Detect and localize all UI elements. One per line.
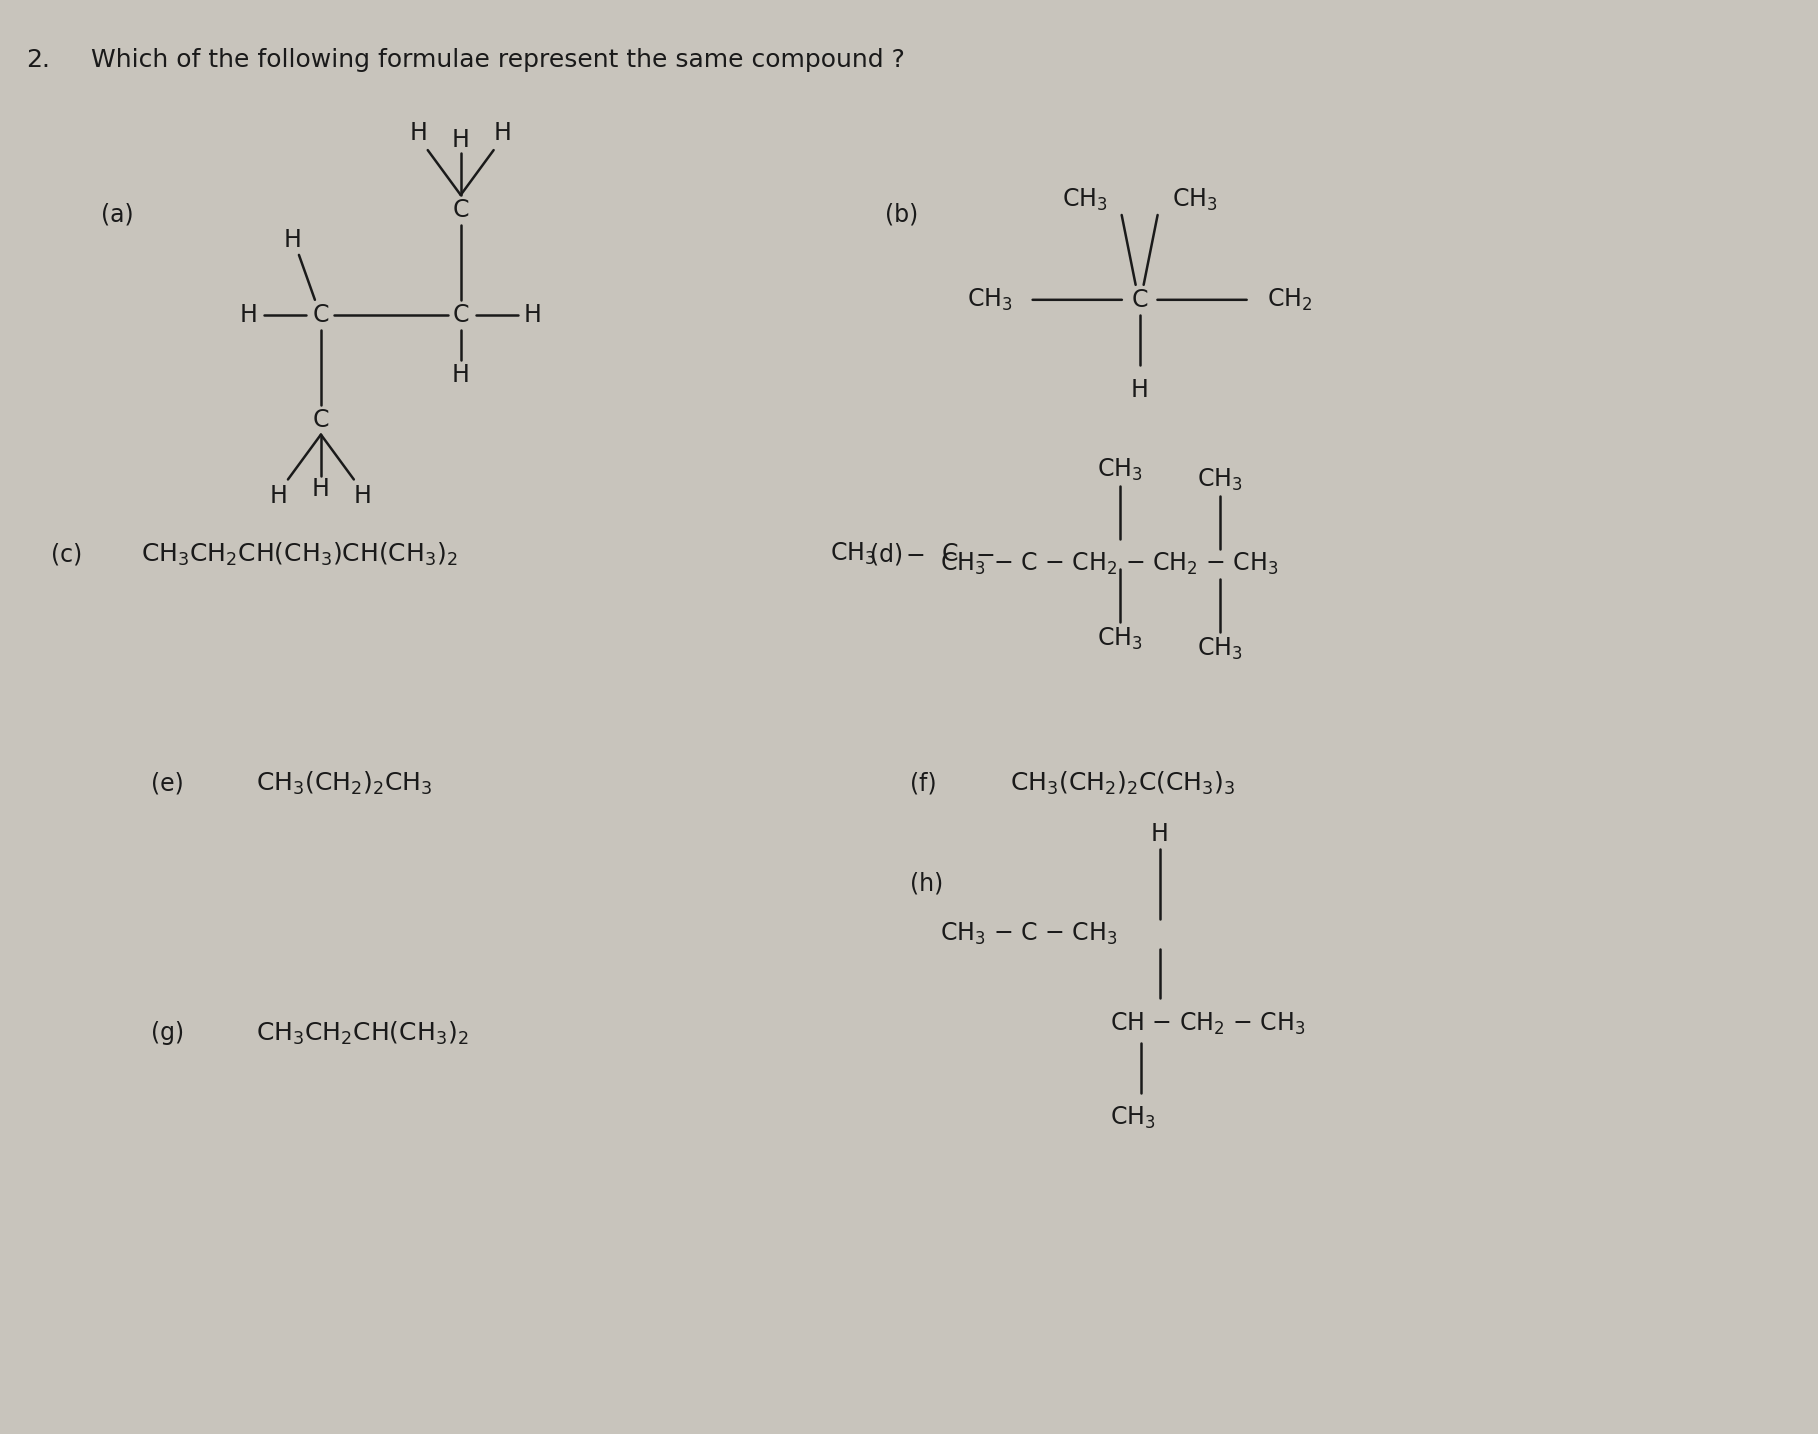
Text: Which of the following formulae represent the same compound ?: Which of the following formulae represen… xyxy=(91,49,905,72)
Text: CH$_3$ $-$ C $-$ CH$_3$: CH$_3$ $-$ C $-$ CH$_3$ xyxy=(940,921,1118,946)
Text: (f): (f) xyxy=(911,771,936,796)
Text: CH$_3$: CH$_3$ xyxy=(1196,466,1242,492)
Text: CH$_3$CH$_2$CH(CH$_3$)CH(CH$_3$)$_2$: CH$_3$CH$_2$CH(CH$_3$)CH(CH$_3$)$_2$ xyxy=(142,541,458,568)
Text: H: H xyxy=(451,363,469,387)
Text: $-$: $-$ xyxy=(905,542,925,566)
Text: (d): (d) xyxy=(871,542,904,566)
Text: CH$_3$: CH$_3$ xyxy=(1196,637,1242,663)
Text: CH$_3$: CH$_3$ xyxy=(1062,186,1107,214)
Text: C: C xyxy=(453,303,469,327)
Text: (h): (h) xyxy=(911,872,944,896)
Text: H: H xyxy=(240,303,258,327)
Text: –: – xyxy=(1216,288,1227,311)
Text: CH$_3$: CH$_3$ xyxy=(831,541,876,568)
Text: CH$_3$: CH$_3$ xyxy=(1096,456,1142,483)
Text: H: H xyxy=(524,303,542,327)
Text: H: H xyxy=(284,228,302,252)
Text: (e): (e) xyxy=(151,771,184,796)
Text: (a): (a) xyxy=(102,204,135,227)
Text: CH$_3$(CH$_2$)$_2$C(CH$_3$)$_3$: CH$_3$(CH$_2$)$_2$C(CH$_3$)$_3$ xyxy=(1009,770,1236,797)
Text: $-$: $-$ xyxy=(974,542,994,566)
Text: CH$_3$: CH$_3$ xyxy=(1109,1106,1154,1131)
Text: CH$_3$(CH$_2$)$_2$CH$_3$: CH$_3$(CH$_2$)$_2$CH$_3$ xyxy=(256,770,433,797)
Text: H: H xyxy=(271,485,287,509)
Text: CH$_3$: CH$_3$ xyxy=(967,287,1013,313)
Text: H: H xyxy=(409,120,427,145)
Text: H: H xyxy=(355,485,371,509)
Text: H: H xyxy=(451,128,469,152)
Text: H: H xyxy=(1131,377,1149,402)
Text: CH$_3$CH$_2$CH(CH$_3$)$_2$: CH$_3$CH$_2$CH(CH$_3$)$_2$ xyxy=(256,1020,469,1047)
Text: H: H xyxy=(313,478,329,502)
Text: (g): (g) xyxy=(151,1021,184,1045)
Text: C: C xyxy=(942,542,958,566)
Text: C: C xyxy=(1131,288,1147,311)
Text: 2.: 2. xyxy=(25,49,51,72)
Text: H: H xyxy=(1151,822,1169,846)
Text: CH$_3$: CH$_3$ xyxy=(1173,186,1218,214)
Text: C: C xyxy=(313,303,329,327)
Text: CH $-$ CH$_2$ $-$ CH$_3$: CH $-$ CH$_2$ $-$ CH$_3$ xyxy=(1109,1011,1305,1037)
Text: C: C xyxy=(453,198,469,222)
Text: –: – xyxy=(1053,288,1064,311)
Text: CH$_2$: CH$_2$ xyxy=(1267,287,1313,313)
Text: C: C xyxy=(313,407,329,432)
Text: CH$_3$: CH$_3$ xyxy=(1096,627,1142,652)
Text: H: H xyxy=(494,120,511,145)
Text: CH$_3$ $-$ C $-$ CH$_2$ $-$ CH$_2$ $-$ CH$_3$: CH$_3$ $-$ C $-$ CH$_2$ $-$ CH$_2$ $-$ C… xyxy=(940,551,1278,578)
Text: (c): (c) xyxy=(51,542,82,566)
Text: (b): (b) xyxy=(885,204,918,227)
